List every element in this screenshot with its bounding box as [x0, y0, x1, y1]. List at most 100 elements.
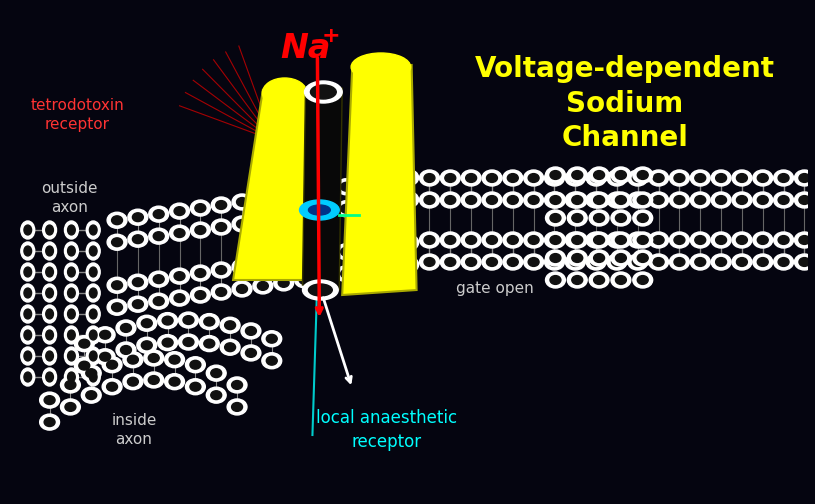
Ellipse shape	[195, 226, 206, 234]
Ellipse shape	[170, 377, 180, 386]
Ellipse shape	[294, 185, 315, 201]
Ellipse shape	[191, 222, 210, 238]
Ellipse shape	[216, 266, 227, 274]
Ellipse shape	[90, 246, 97, 256]
Ellipse shape	[170, 203, 189, 219]
Ellipse shape	[86, 242, 100, 260]
Text: local anaesthetic
receptor: local anaesthetic receptor	[316, 409, 457, 451]
Ellipse shape	[64, 347, 78, 365]
Ellipse shape	[778, 196, 789, 205]
Ellipse shape	[274, 275, 293, 291]
Ellipse shape	[669, 254, 689, 270]
Ellipse shape	[174, 207, 185, 216]
Ellipse shape	[42, 284, 56, 302]
Ellipse shape	[278, 279, 289, 287]
Ellipse shape	[299, 211, 310, 219]
Ellipse shape	[123, 352, 143, 368]
Ellipse shape	[294, 207, 315, 223]
Ellipse shape	[445, 258, 456, 267]
Ellipse shape	[231, 381, 243, 390]
Ellipse shape	[99, 330, 111, 339]
Ellipse shape	[64, 284, 78, 302]
Ellipse shape	[294, 272, 315, 288]
Ellipse shape	[637, 214, 648, 222]
Ellipse shape	[545, 250, 566, 266]
Ellipse shape	[341, 269, 351, 278]
Ellipse shape	[90, 288, 97, 298]
Ellipse shape	[200, 313, 219, 330]
Ellipse shape	[68, 267, 75, 277]
Text: inside
axon: inside axon	[111, 413, 156, 448]
Ellipse shape	[153, 210, 164, 219]
Ellipse shape	[482, 170, 502, 186]
Ellipse shape	[773, 232, 794, 248]
Ellipse shape	[524, 170, 544, 186]
Ellipse shape	[299, 254, 310, 262]
Ellipse shape	[21, 221, 35, 239]
Ellipse shape	[420, 170, 439, 186]
Ellipse shape	[732, 254, 752, 270]
Ellipse shape	[567, 192, 587, 208]
Ellipse shape	[420, 232, 439, 248]
Ellipse shape	[795, 254, 814, 270]
Ellipse shape	[68, 288, 75, 298]
Ellipse shape	[711, 192, 731, 208]
Ellipse shape	[403, 238, 414, 247]
Ellipse shape	[566, 170, 585, 186]
Ellipse shape	[132, 300, 143, 308]
Ellipse shape	[549, 235, 560, 244]
Ellipse shape	[195, 204, 206, 213]
Ellipse shape	[40, 392, 59, 408]
Ellipse shape	[593, 235, 605, 244]
Ellipse shape	[24, 288, 32, 298]
Ellipse shape	[628, 254, 648, 270]
Ellipse shape	[695, 235, 706, 244]
Ellipse shape	[42, 368, 56, 386]
Ellipse shape	[162, 316, 173, 325]
Ellipse shape	[149, 271, 169, 287]
Ellipse shape	[732, 232, 752, 248]
Ellipse shape	[572, 235, 583, 244]
Ellipse shape	[95, 349, 115, 365]
Ellipse shape	[21, 242, 35, 260]
Ellipse shape	[611, 210, 631, 226]
Ellipse shape	[445, 196, 456, 205]
Ellipse shape	[632, 192, 653, 208]
Ellipse shape	[593, 170, 605, 179]
Ellipse shape	[378, 195, 398, 211]
Ellipse shape	[68, 225, 75, 235]
Ellipse shape	[611, 272, 631, 288]
Ellipse shape	[378, 260, 398, 276]
Ellipse shape	[465, 235, 477, 244]
Ellipse shape	[503, 254, 522, 270]
Ellipse shape	[170, 355, 180, 364]
Ellipse shape	[267, 356, 277, 365]
Ellipse shape	[399, 234, 419, 250]
Ellipse shape	[615, 276, 627, 284]
Ellipse shape	[357, 176, 377, 192]
Ellipse shape	[753, 170, 773, 186]
Ellipse shape	[351, 53, 411, 81]
Ellipse shape	[753, 254, 773, 270]
Ellipse shape	[236, 263, 248, 271]
Ellipse shape	[420, 192, 439, 208]
Ellipse shape	[611, 167, 631, 183]
Ellipse shape	[236, 220, 248, 228]
Ellipse shape	[60, 399, 81, 415]
Ellipse shape	[737, 258, 747, 267]
Ellipse shape	[487, 235, 497, 244]
Ellipse shape	[204, 339, 214, 348]
Ellipse shape	[424, 173, 435, 182]
Ellipse shape	[424, 235, 435, 244]
Ellipse shape	[337, 201, 356, 217]
Ellipse shape	[611, 235, 623, 244]
Ellipse shape	[241, 345, 261, 361]
Ellipse shape	[674, 258, 685, 267]
Ellipse shape	[550, 214, 561, 222]
Ellipse shape	[132, 213, 143, 222]
Ellipse shape	[121, 346, 131, 354]
Ellipse shape	[632, 258, 643, 267]
Ellipse shape	[503, 192, 522, 208]
Ellipse shape	[567, 272, 587, 288]
Ellipse shape	[258, 260, 268, 268]
